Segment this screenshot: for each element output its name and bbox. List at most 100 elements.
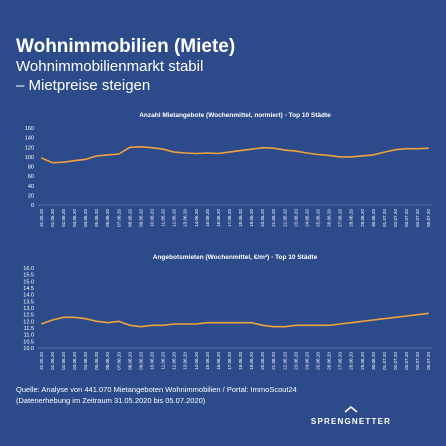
subtitle: – Mietpreise steigen [16, 77, 150, 94]
x-tick-label: 06.06.20 [105, 209, 110, 227]
x-tick-label: 26.06.20 [327, 352, 332, 370]
x-tick-label: 01.06.20 [50, 209, 55, 227]
x-tick-label: 17.06.20 [227, 352, 232, 370]
x-tick-label: 10.06.20 [149, 209, 154, 227]
x-tick-label: 03.07.20 [404, 352, 409, 370]
x-tick-label: 25.06.20 [316, 209, 321, 227]
x-tick-label: 28.06.20 [349, 352, 354, 370]
x-tick-label: 07.06.20 [116, 352, 121, 370]
x-tick-label: 12.06.20 [172, 352, 177, 370]
x-tick-label: 20.06.20 [260, 352, 265, 370]
subtitle: Wohnimmobilienmarkt stabil [16, 58, 203, 75]
x-tick-label: 04.06.20 [83, 352, 88, 370]
x-tick-label: 14.06.20 [194, 209, 199, 227]
logo: SPRENGNETTER [311, 417, 391, 426]
x-tick-label: 04.07.20 [415, 209, 420, 227]
line [40, 145, 429, 164]
x-tick-label: 22.06.20 [282, 352, 287, 370]
x-tick-label: 02.07.20 [393, 209, 398, 227]
x-tick-label: 01.07.20 [382, 352, 387, 370]
x-tick-label: 13.06.20 [183, 352, 188, 370]
y-tick-label: 15.5 [23, 273, 34, 279]
x-tick-label: 04.06.20 [83, 209, 88, 227]
x-tick-label: 27.06.20 [338, 352, 343, 370]
y-tick-label: 14.5 [23, 286, 34, 292]
x-tick-label: 24.06.20 [304, 352, 309, 370]
y-tick-label: 15.0 [23, 279, 34, 285]
x-tick-label: 05.07.20 [426, 209, 431, 227]
x-tick-label: 12.06.20 [172, 209, 177, 227]
y-tick-label: 10.0 [23, 346, 34, 352]
x-tick-label: 22.06.20 [282, 209, 287, 227]
x-tick-label: 10.06.20 [149, 352, 154, 370]
line [41, 312, 429, 328]
y-tick-label: 100 [25, 155, 34, 161]
x-tick-label: 18.06.20 [238, 352, 243, 370]
source: (Datenerhebung im Zeitraum 31.05.2020 bi… [16, 396, 206, 405]
y-tick-label: 140 [25, 136, 34, 142]
x-tick-label: 01.06.20 [50, 352, 55, 370]
y-tick-label: 13.5 [23, 299, 34, 305]
x-tick-label: 09.06.20 [138, 209, 143, 227]
chart-title: Angebotsmieten (Wochenmittel, €/m²) - To… [153, 254, 318, 261]
x-tick-label: 09.06.20 [138, 352, 143, 370]
x-tick-label: 28.06.20 [349, 209, 354, 227]
x-tick-label: 05.06.20 [94, 352, 99, 370]
x-tick-label: 13.06.20 [183, 209, 188, 227]
y-tick-label: 0 [31, 203, 34, 209]
x-tick-label: 19.06.20 [249, 352, 254, 370]
x-tick-label: 26.06.20 [327, 209, 332, 227]
x-tick-label: 17.06.20 [227, 209, 232, 227]
y-tick-label: 11.5 [24, 326, 34, 332]
source: Quelle: Analyse von 441.070 Mietangebote… [16, 385, 297, 394]
x-tick-label: 08.06.20 [127, 209, 132, 227]
x-tick-label: 20.06.20 [260, 209, 265, 227]
x-tick-label: 03.06.20 [72, 209, 77, 227]
y-tick-label: 160 [25, 126, 34, 132]
x-tick-label: 23.06.20 [293, 352, 298, 370]
y-tick-label: 12.0 [23, 319, 34, 325]
x-tick-label: 04.07.20 [415, 352, 420, 370]
x-tick-label: 21.06.20 [271, 209, 276, 227]
x-tick-label: 02.06.20 [61, 209, 66, 227]
x-tick-label: 01.07.20 [382, 209, 387, 227]
x-tick-label: 19.06.20 [249, 209, 254, 227]
x-tick-label: 31.05.20 [39, 352, 44, 370]
y-tick-label: 40 [28, 184, 34, 190]
y-tick-label: 16.0 [23, 266, 34, 272]
y-tick-label: 120 [25, 145, 34, 151]
x-tick-label: 03.07.20 [404, 209, 409, 227]
x-tick-label: 30.06.20 [371, 209, 376, 227]
y-tick-label: 60 [28, 174, 34, 180]
x-tick-label: 02.06.20 [61, 352, 66, 370]
x-tick-label: 16.06.20 [216, 352, 221, 370]
x-tick-label: 18.06.20 [238, 209, 243, 227]
chart-title: Anzahl Mietangebote (Wochenmittel, normi… [139, 112, 331, 119]
x-tick-label: 16.06.20 [216, 209, 221, 227]
y-tick-label: 10.5 [23, 339, 34, 345]
y-tick-label: 20 [28, 193, 34, 199]
x-tick-label: 14.06.20 [194, 352, 199, 370]
x-tick-label: 07.06.20 [116, 209, 121, 227]
x-tick-label: 15.06.20 [205, 209, 210, 227]
x-tick-label: 27.06.20 [338, 209, 343, 227]
x-tick-label: 25.06.20 [316, 352, 321, 370]
x-tick-label: 11.06.20 [161, 209, 166, 227]
x-tick-label: 15.06.20 [205, 352, 210, 370]
x-tick-label: 03.06.20 [72, 352, 77, 370]
x-tick-label: 21.06.20 [271, 352, 276, 370]
x-tick-label: 05.06.20 [94, 209, 99, 227]
x-tick-label: 29.06.20 [360, 352, 365, 370]
x-tick-label: 30.06.20 [371, 352, 376, 370]
logo-icon [344, 406, 358, 413]
y-tick-label: 80 [28, 165, 34, 171]
y-tick-label: 12.5 [23, 313, 34, 319]
x-tick-label: 08.06.20 [127, 352, 132, 370]
x-tick-label: 31.05.20 [39, 209, 44, 227]
x-tick-label: 02.07.20 [393, 352, 398, 370]
x-tick-label: 29.06.20 [360, 209, 365, 227]
x-tick-label: 24.06.20 [304, 209, 309, 227]
x-tick-label: 06.06.20 [105, 352, 110, 370]
